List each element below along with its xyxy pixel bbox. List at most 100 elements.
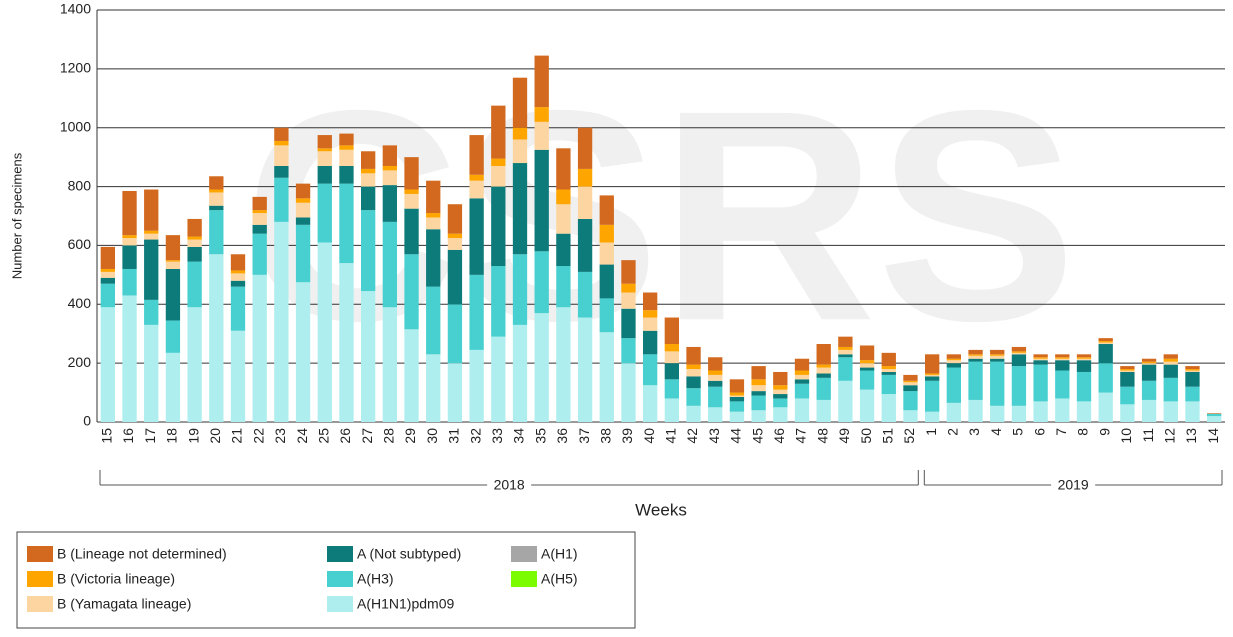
bar-segment — [426, 217, 441, 230]
bar-segment — [708, 380, 723, 387]
bar-segment — [642, 354, 658, 386]
bar-segment — [1098, 344, 1113, 364]
bar-segment — [903, 382, 918, 386]
bar-segment — [317, 183, 332, 243]
bar-segment — [209, 189, 224, 193]
bar-segment — [1076, 371, 1092, 402]
bar-segment — [491, 336, 506, 422]
bar-segment — [230, 270, 246, 274]
legend-swatch — [27, 571, 53, 587]
bar-segment — [751, 379, 766, 386]
x-tick-label: 24 — [294, 428, 310, 444]
bar-segment — [859, 389, 875, 422]
x-tick-label: 43 — [706, 428, 722, 444]
bar-segment — [1185, 369, 1200, 371]
bar-segment — [447, 249, 463, 305]
bar-segment — [317, 242, 332, 422]
bar-segment — [447, 238, 463, 250]
bar-segment — [1033, 360, 1048, 365]
x-tick-label: 22 — [250, 428, 266, 444]
bar-segment — [209, 210, 224, 255]
bar-segment — [491, 158, 506, 166]
x-tick-label: 40 — [641, 428, 657, 444]
bar-segment — [339, 145, 354, 150]
bar-segment — [274, 145, 289, 166]
bar-segment — [360, 291, 376, 422]
bar-segment — [144, 324, 159, 422]
bar-segment — [1141, 358, 1157, 362]
bar-segment — [990, 355, 1005, 359]
y-tick-label: 200 — [68, 354, 92, 370]
bar-segment — [751, 366, 766, 380]
bar-segment — [1185, 366, 1200, 370]
bar-segment — [404, 193, 419, 209]
bar-segment — [1011, 354, 1027, 367]
bar-segment — [534, 121, 549, 150]
bar-segment — [187, 236, 202, 240]
group-label: 2018 — [494, 477, 525, 493]
bar-segment — [773, 385, 788, 390]
bar-segment — [1076, 357, 1092, 359]
bar-segment — [1206, 413, 1222, 417]
bar-segment — [621, 283, 636, 293]
bar-segment — [1055, 360, 1070, 371]
bar-segment — [274, 127, 289, 141]
bar-segment — [122, 235, 137, 239]
x-tick-label: 14 — [1205, 428, 1221, 444]
bar-segment — [881, 394, 896, 422]
x-tick-label: 18 — [164, 428, 180, 444]
bar-segment — [187, 246, 202, 262]
bar-segment — [664, 317, 680, 345]
bar-segment — [773, 407, 788, 422]
bar-segment — [1098, 363, 1113, 393]
bar-segment — [1033, 357, 1048, 359]
bar-segment — [1033, 401, 1048, 422]
bar-segment — [968, 361, 983, 400]
x-tick-label: 39 — [619, 428, 635, 444]
bar-segment — [1033, 354, 1048, 358]
bar-segment — [794, 383, 810, 399]
watermark: CSRS — [243, 47, 1077, 383]
bar-segment — [404, 189, 419, 194]
bar-segment — [838, 354, 853, 358]
x-tick-label: 25 — [315, 428, 331, 444]
bar-segment — [534, 313, 549, 422]
legend-swatch — [27, 546, 53, 562]
bar-segment — [729, 395, 745, 397]
bar-segment — [816, 373, 831, 378]
bar-segment — [339, 149, 354, 166]
bar-segment — [512, 254, 528, 325]
bar-segment — [838, 336, 853, 347]
bar-segment — [968, 358, 983, 362]
bar-segment — [816, 364, 831, 368]
bar-segment — [404, 157, 419, 190]
bar-segment — [1055, 357, 1070, 359]
bar-segment — [816, 377, 831, 400]
bar-segment — [447, 363, 463, 422]
bar-segment — [729, 411, 745, 422]
bar-segment — [1011, 352, 1027, 355]
bar-segment — [230, 273, 246, 281]
bar-segment — [946, 360, 962, 364]
bar-segment — [447, 204, 463, 234]
bar-segment — [534, 107, 549, 122]
bar-segment — [751, 410, 766, 422]
bar-segment — [556, 148, 571, 190]
bar-segment — [1120, 371, 1135, 387]
bar-segment — [881, 352, 896, 367]
bar-segment — [534, 251, 549, 314]
bar-segment — [295, 202, 311, 218]
bar-segment — [599, 332, 614, 422]
bar-segment — [295, 183, 311, 199]
bar-segment — [469, 180, 484, 199]
bar-segment — [708, 407, 723, 422]
bar-segment — [990, 358, 1005, 362]
bar-segment — [816, 367, 831, 374]
bar-segment — [859, 360, 875, 364]
bar-segment — [577, 186, 593, 219]
bar-segment — [1055, 354, 1070, 358]
bar-segment — [469, 349, 484, 422]
bar-segment — [664, 344, 680, 352]
bar-segment — [426, 180, 441, 214]
bar-segment — [686, 388, 701, 406]
